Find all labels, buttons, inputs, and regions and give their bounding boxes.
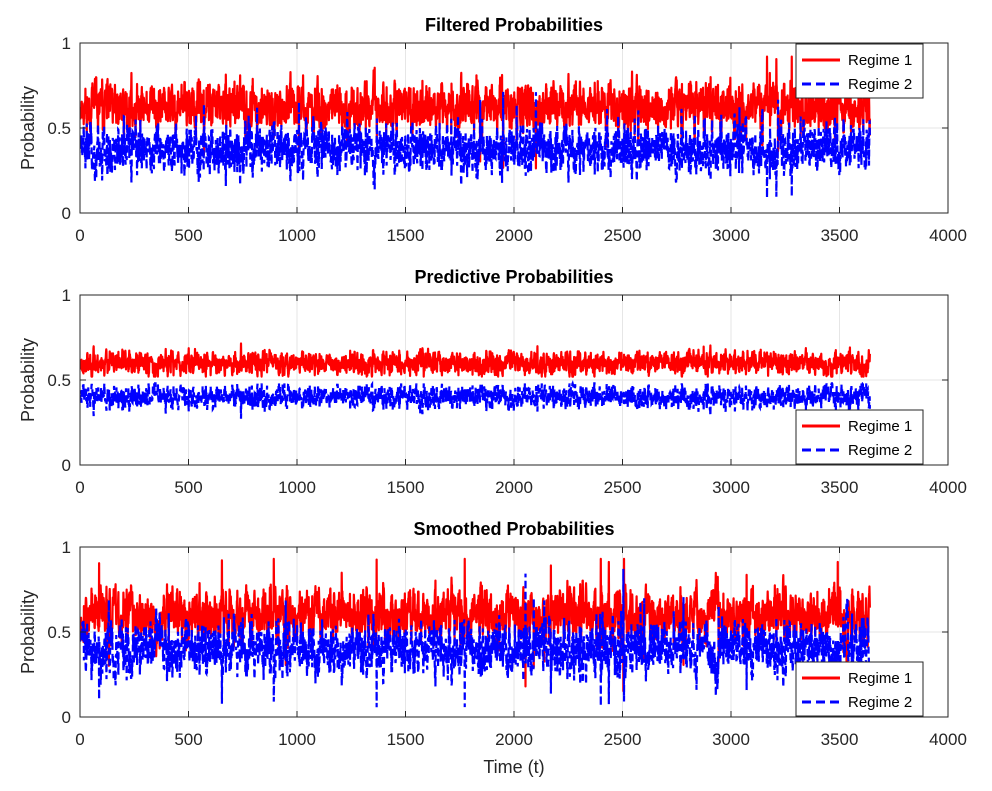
legend-box xyxy=(795,409,924,465)
y-tick-label: 0 xyxy=(62,708,71,727)
x-tick-label: 1500 xyxy=(387,226,425,245)
legend-box xyxy=(795,43,924,99)
x-tick-label: 2500 xyxy=(604,226,642,245)
y-tick-label: 1 xyxy=(62,34,71,53)
subplot-title: Smoothed Probabilities xyxy=(413,519,614,539)
series-regime-2-line xyxy=(80,568,871,708)
x-axis-label: Time (t) xyxy=(483,757,544,777)
x-tick-label: 500 xyxy=(174,730,202,749)
x-tick-label: 3500 xyxy=(821,226,859,245)
series-regime-2-line xyxy=(80,91,871,198)
legend: Regime 1 Regime 2 xyxy=(795,409,924,465)
legend-label-regime-2: Regime 2 xyxy=(848,442,912,459)
x-tick-label: 1500 xyxy=(387,730,425,749)
subplot-3: 0 500 1000 1500 2000 2500 3000 3500 4000 0 0.5 1 Smo… xyxy=(18,519,967,777)
x-tick-label: 4000 xyxy=(929,226,967,245)
subplot-2: 0 500 1000 1500 2000 2500 3000 3500 4000 0 0.5 1 Pre… xyxy=(18,267,967,497)
x-tick-label: 2000 xyxy=(495,226,533,245)
y-tick-label: 0 xyxy=(62,456,71,475)
x-tick-label: 1500 xyxy=(387,478,425,497)
y-tick-label: 0.5 xyxy=(47,623,71,642)
x-tick-label: 1000 xyxy=(278,730,316,749)
y-tick-label: 0.5 xyxy=(47,119,71,138)
x-tick-label: 500 xyxy=(174,226,202,245)
legend-label-regime-1: Regime 1 xyxy=(848,52,912,69)
y-tick-label: 0.5 xyxy=(47,371,71,390)
series-regime-2-line xyxy=(80,380,871,419)
series-group xyxy=(80,557,871,708)
legend-label-regime-1: Regime 1 xyxy=(848,670,912,687)
x-tick-label: 2500 xyxy=(604,478,642,497)
x-tick-label: 0 xyxy=(75,226,84,245)
legend-label-regime-1: Regime 1 xyxy=(848,418,912,435)
x-tick-label: 2500 xyxy=(604,730,642,749)
x-tick-label: 3000 xyxy=(712,226,750,245)
legend: Regime 1 Regime 2 xyxy=(795,661,924,717)
x-tick-label: 4000 xyxy=(929,478,967,497)
x-tick-label: 3500 xyxy=(821,730,859,749)
x-tick-label: 4000 xyxy=(929,730,967,749)
y-axis-label: Probability xyxy=(18,590,38,674)
y-axis-label: Probability xyxy=(18,338,38,422)
x-tick-label: 1000 xyxy=(278,478,316,497)
x-tick-label: 3000 xyxy=(712,730,750,749)
subplot-title: Filtered Probabilities xyxy=(425,15,603,35)
legend-box xyxy=(795,661,924,717)
x-tick-label: 2000 xyxy=(495,478,533,497)
legend-label-regime-2: Regime 2 xyxy=(848,76,912,93)
subplot-title: Predictive Probabilities xyxy=(414,267,613,287)
series-regime-1-line xyxy=(80,342,871,378)
legend: Regime 1 Regime 2 xyxy=(795,43,924,99)
legend-label-regime-2: Regime 2 xyxy=(848,694,912,711)
series-regime-1-line xyxy=(80,55,871,170)
subplot-1: 0 500 1000 1500 2000 2500 3000 3500 4000 0 0.5 1 Fil… xyxy=(18,15,967,245)
x-tick-label: 3500 xyxy=(821,478,859,497)
x-tick-label: 2000 xyxy=(495,730,533,749)
series-group xyxy=(80,55,871,198)
x-tick-label: 500 xyxy=(174,478,202,497)
y-tick-label: 0 xyxy=(62,204,71,223)
x-tick-label: 0 xyxy=(75,478,84,497)
y-tick-label: 1 xyxy=(62,286,71,305)
x-tick-label: 0 xyxy=(75,730,84,749)
y-tick-label: 1 xyxy=(62,538,71,557)
x-tick-label: 1000 xyxy=(278,226,316,245)
series-group xyxy=(80,342,871,419)
y-axis-label: Probability xyxy=(18,86,38,170)
x-tick-label: 3000 xyxy=(712,478,750,497)
